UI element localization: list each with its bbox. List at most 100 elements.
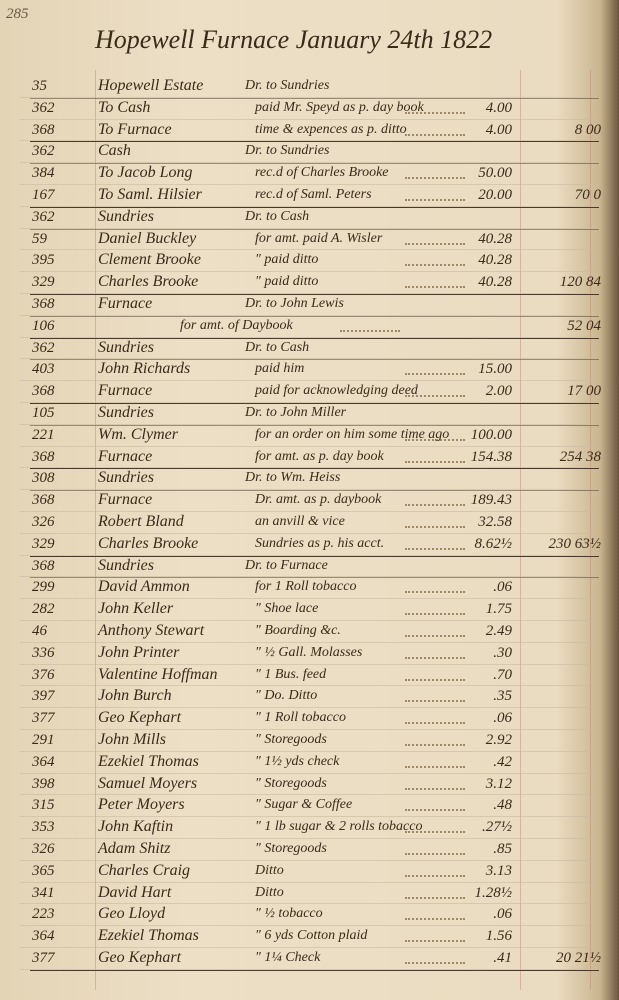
description: ″ Storegoods [255, 775, 327, 791]
folio: 326 [32, 514, 55, 530]
description: ″ Sugar & Coffee [255, 797, 353, 813]
entry-underline [30, 490, 599, 492]
account: Sundries [98, 338, 154, 356]
account: Valentine Hoffman [98, 665, 218, 683]
account: David Hart [98, 883, 172, 901]
entry-underline [30, 359, 599, 361]
leader [405, 778, 465, 790]
entry-underline [30, 294, 599, 295]
total: 254 38 [559, 448, 601, 465]
folio: 223 [32, 906, 55, 923]
account: John Richards [98, 360, 191, 378]
ruled-line [20, 511, 599, 512]
account: Furnace [98, 382, 153, 400]
description: Ditto [255, 862, 284, 878]
folio: 336 [32, 644, 55, 661]
amount: .41 [493, 950, 512, 966]
amount: 3.13 [485, 862, 512, 879]
ruled-line [20, 663, 599, 665]
entry-underline [30, 969, 599, 971]
leader [405, 124, 465, 136]
account: Hopewell Estate [98, 77, 204, 94]
description: for amt. as p. day book [255, 448, 384, 464]
amount: 2.49 [485, 623, 512, 639]
amount: 8.62½ [474, 535, 513, 552]
ruled-line [20, 205, 599, 207]
description: paid Mr. Speyd as p. day book [255, 99, 424, 115]
description: ″ 1¼ Check [255, 950, 321, 965]
folio: 368 [32, 448, 55, 465]
folio: 368 [32, 557, 55, 574]
entry-underline [30, 424, 599, 426]
amount: 3.12 [485, 775, 512, 792]
leader [405, 429, 465, 441]
ruled-line [20, 380, 599, 382]
folio: 291 [32, 732, 55, 748]
folio: 315 [32, 797, 55, 814]
account: Anthony Stewart [98, 622, 205, 639]
folio: 106 [32, 317, 55, 334]
folio: 368 [32, 296, 55, 312]
amount: 154.38 [470, 448, 512, 465]
account: To Jacob Long [98, 164, 193, 182]
amount: 40.28 [478, 230, 512, 247]
ruled-line [20, 336, 599, 338]
description: Dr. to John Lewis [245, 296, 344, 311]
leader [405, 821, 465, 834]
ruled-line [20, 402, 599, 403]
account: Geo Kephart [98, 709, 182, 727]
account: Adam Shitz [98, 840, 171, 857]
description: for amt. paid A. Wisler [255, 230, 383, 246]
total: 52 04 [567, 317, 601, 334]
account: Ezekiel Thomas [98, 752, 199, 770]
amount: .35 [493, 688, 512, 705]
leader [405, 102, 465, 114]
ruled-line [20, 576, 599, 578]
description: for an order on him some time ago [255, 426, 450, 442]
account: To Saml. Hilsier [98, 186, 202, 203]
description: paid him [255, 361, 305, 377]
folio: 398 [32, 775, 55, 792]
amount: .06 [493, 906, 512, 923]
amount: 2.00 [485, 383, 512, 400]
account: David Ammon [98, 578, 190, 596]
amount: 4.00 [485, 121, 512, 138]
ruled-line [20, 685, 599, 687]
description: ″ 1 lb sugar & 2 rolls tobacco [255, 819, 423, 835]
folio: 362 [32, 143, 55, 160]
folio: 221 [32, 426, 55, 443]
account: Clement Brooke [98, 251, 201, 269]
leader [405, 451, 465, 463]
folio: 341 [32, 884, 55, 901]
leader [405, 756, 465, 768]
account: John Kaftin [98, 818, 174, 836]
folio: 395 [32, 252, 55, 269]
folio: 377 [32, 710, 55, 727]
description: ″ 6 yds Cotton plaid [255, 928, 368, 944]
description: ″ ½ tobacco [255, 906, 323, 922]
folio: 403 [32, 361, 55, 378]
ruled-line [20, 707, 599, 709]
description: an anvill & vice [255, 514, 345, 529]
folio: 105 [32, 405, 55, 421]
description: ″ paid ditto [255, 252, 319, 268]
amount: .48 [493, 797, 512, 814]
description: Dr. to Cash [245, 208, 310, 224]
description: for amt. of Daybook [180, 317, 293, 333]
account: To Furnace [98, 120, 172, 138]
amount: 1.75 [485, 601, 512, 618]
folio: 397 [32, 688, 55, 705]
account: Furnace [98, 491, 153, 509]
ruled-line [20, 140, 599, 142]
amount: 40.28 [478, 252, 512, 269]
folio: 368 [32, 383, 55, 400]
description: Dr. to Sundries [245, 143, 330, 159]
entry-underline [30, 97, 599, 99]
amount: .42 [493, 753, 512, 770]
leader [405, 930, 465, 943]
ruled-line [20, 489, 599, 491]
account: Geo Kephart [98, 949, 182, 966]
account: Sundries [98, 469, 154, 487]
ruled-line [20, 968, 599, 970]
account: Robert Bland [98, 513, 184, 530]
